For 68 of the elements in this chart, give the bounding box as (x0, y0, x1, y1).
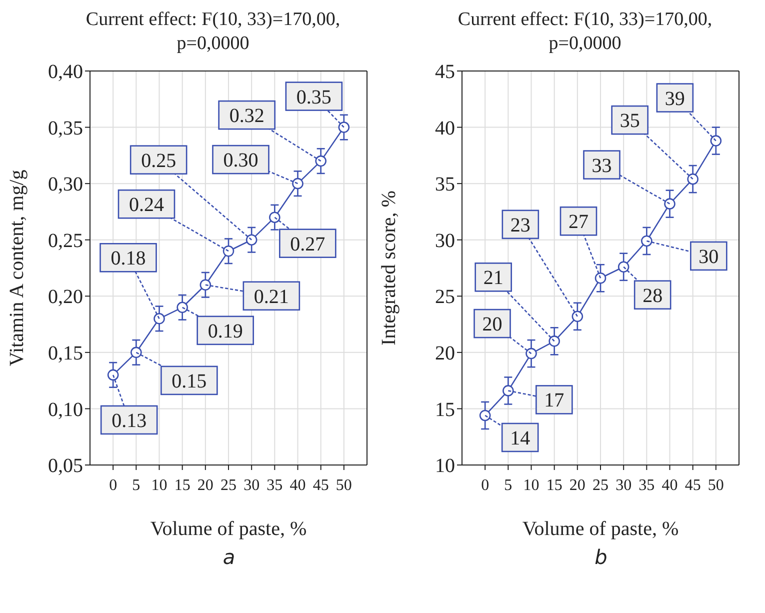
x-tick-label: 15 (546, 477, 562, 494)
data-label: 23 (510, 214, 530, 236)
x-tick-label: 50 (336, 477, 352, 494)
x-tick-label: 10 (523, 477, 540, 494)
x-tick-label: 45 (312, 477, 329, 494)
y-tick-label: 25 (435, 286, 455, 308)
y-tick-label: 10 (435, 455, 455, 478)
x-axis-title: Volume of paste, % (522, 518, 679, 540)
data-label: 21 (483, 267, 504, 290)
y-axis-title: Vitamin A content, mg/g (6, 170, 28, 366)
x-tick-label: 0 (481, 477, 490, 494)
data-label: 28 (642, 284, 663, 307)
x-tick-label: 35 (638, 477, 655, 494)
data-label: 0.18 (110, 248, 146, 270)
x-tick-label: 15 (174, 477, 190, 494)
x-tick-label: 50 (708, 477, 724, 494)
data-label: 0.19 (208, 320, 243, 342)
chart-title: Current effect: F(10, 33)=170,00, p=0,0000 (84, 8, 342, 56)
y-tick-label: 0,35 (48, 117, 83, 140)
data-label: 20 (482, 314, 502, 336)
data-label: 33 (592, 154, 612, 177)
x-tick-label: 5 (132, 477, 140, 494)
data-label: 35 (620, 110, 640, 132)
data-label: 0.15 (172, 370, 207, 392)
x-tick-label: 25 (592, 477, 608, 494)
data-label: 17 (544, 390, 564, 412)
data-label: 0.13 (112, 410, 147, 432)
data-label: 0.35 (296, 86, 332, 108)
text: b (594, 545, 608, 569)
y-axis-title: Integrated score, % (378, 190, 400, 346)
data-label: 0.30 (223, 150, 258, 172)
x-tick-label: 30 (616, 477, 632, 494)
y-tick-label: 0,20 (48, 286, 83, 308)
data-label: 27 (568, 211, 588, 234)
x-tick-label: 30 (244, 477, 260, 494)
y-tick-label: 45 (435, 61, 455, 84)
data-label: 0.21 (254, 286, 289, 308)
x-tick-label: 5 (504, 477, 512, 494)
text: a (222, 545, 236, 569)
data-label: 30 (698, 246, 719, 268)
data-label: 0.24 (129, 194, 164, 216)
x-tick-label: 40 (662, 477, 678, 494)
y-tick-label: 20 (435, 342, 455, 365)
y-tick-label: 0,25 (48, 230, 83, 252)
x-tick-label: 0 (109, 477, 118, 494)
y-tick-label: 35 (435, 174, 455, 196)
y-tick-label: 40 (435, 117, 455, 140)
x-tick-label: 45 (684, 477, 701, 494)
data-label: 0.25 (141, 150, 176, 172)
y-tick-label: 0,15 (48, 342, 83, 365)
y-tick-label: 0,30 (48, 174, 83, 196)
y-tick-label: 15 (435, 398, 455, 421)
x-tick-label: 35 (266, 477, 283, 494)
data-label: 14 (510, 427, 530, 450)
data-label: 0.27 (290, 233, 326, 256)
y-tick-label: 0,05 (48, 455, 83, 478)
x-tick-label: 40 (290, 477, 306, 494)
x-axis-title: Volume of paste, % (150, 518, 307, 540)
data-label: 0.32 (229, 105, 264, 128)
x-tick-label: 10 (151, 477, 168, 494)
y-tick-label: 0,10 (48, 398, 83, 421)
x-tick-label: 20 (569, 477, 586, 494)
y-tick-label: 0,40 (48, 61, 83, 84)
y-tick-label: 30 (435, 230, 455, 252)
chart-title: Current effect: F(10, 33)=170,00, p=0,0000 (456, 8, 714, 56)
x-tick-label: 20 (197, 477, 214, 494)
data-label: 39 (664, 88, 685, 110)
x-tick-label: 25 (220, 477, 236, 494)
